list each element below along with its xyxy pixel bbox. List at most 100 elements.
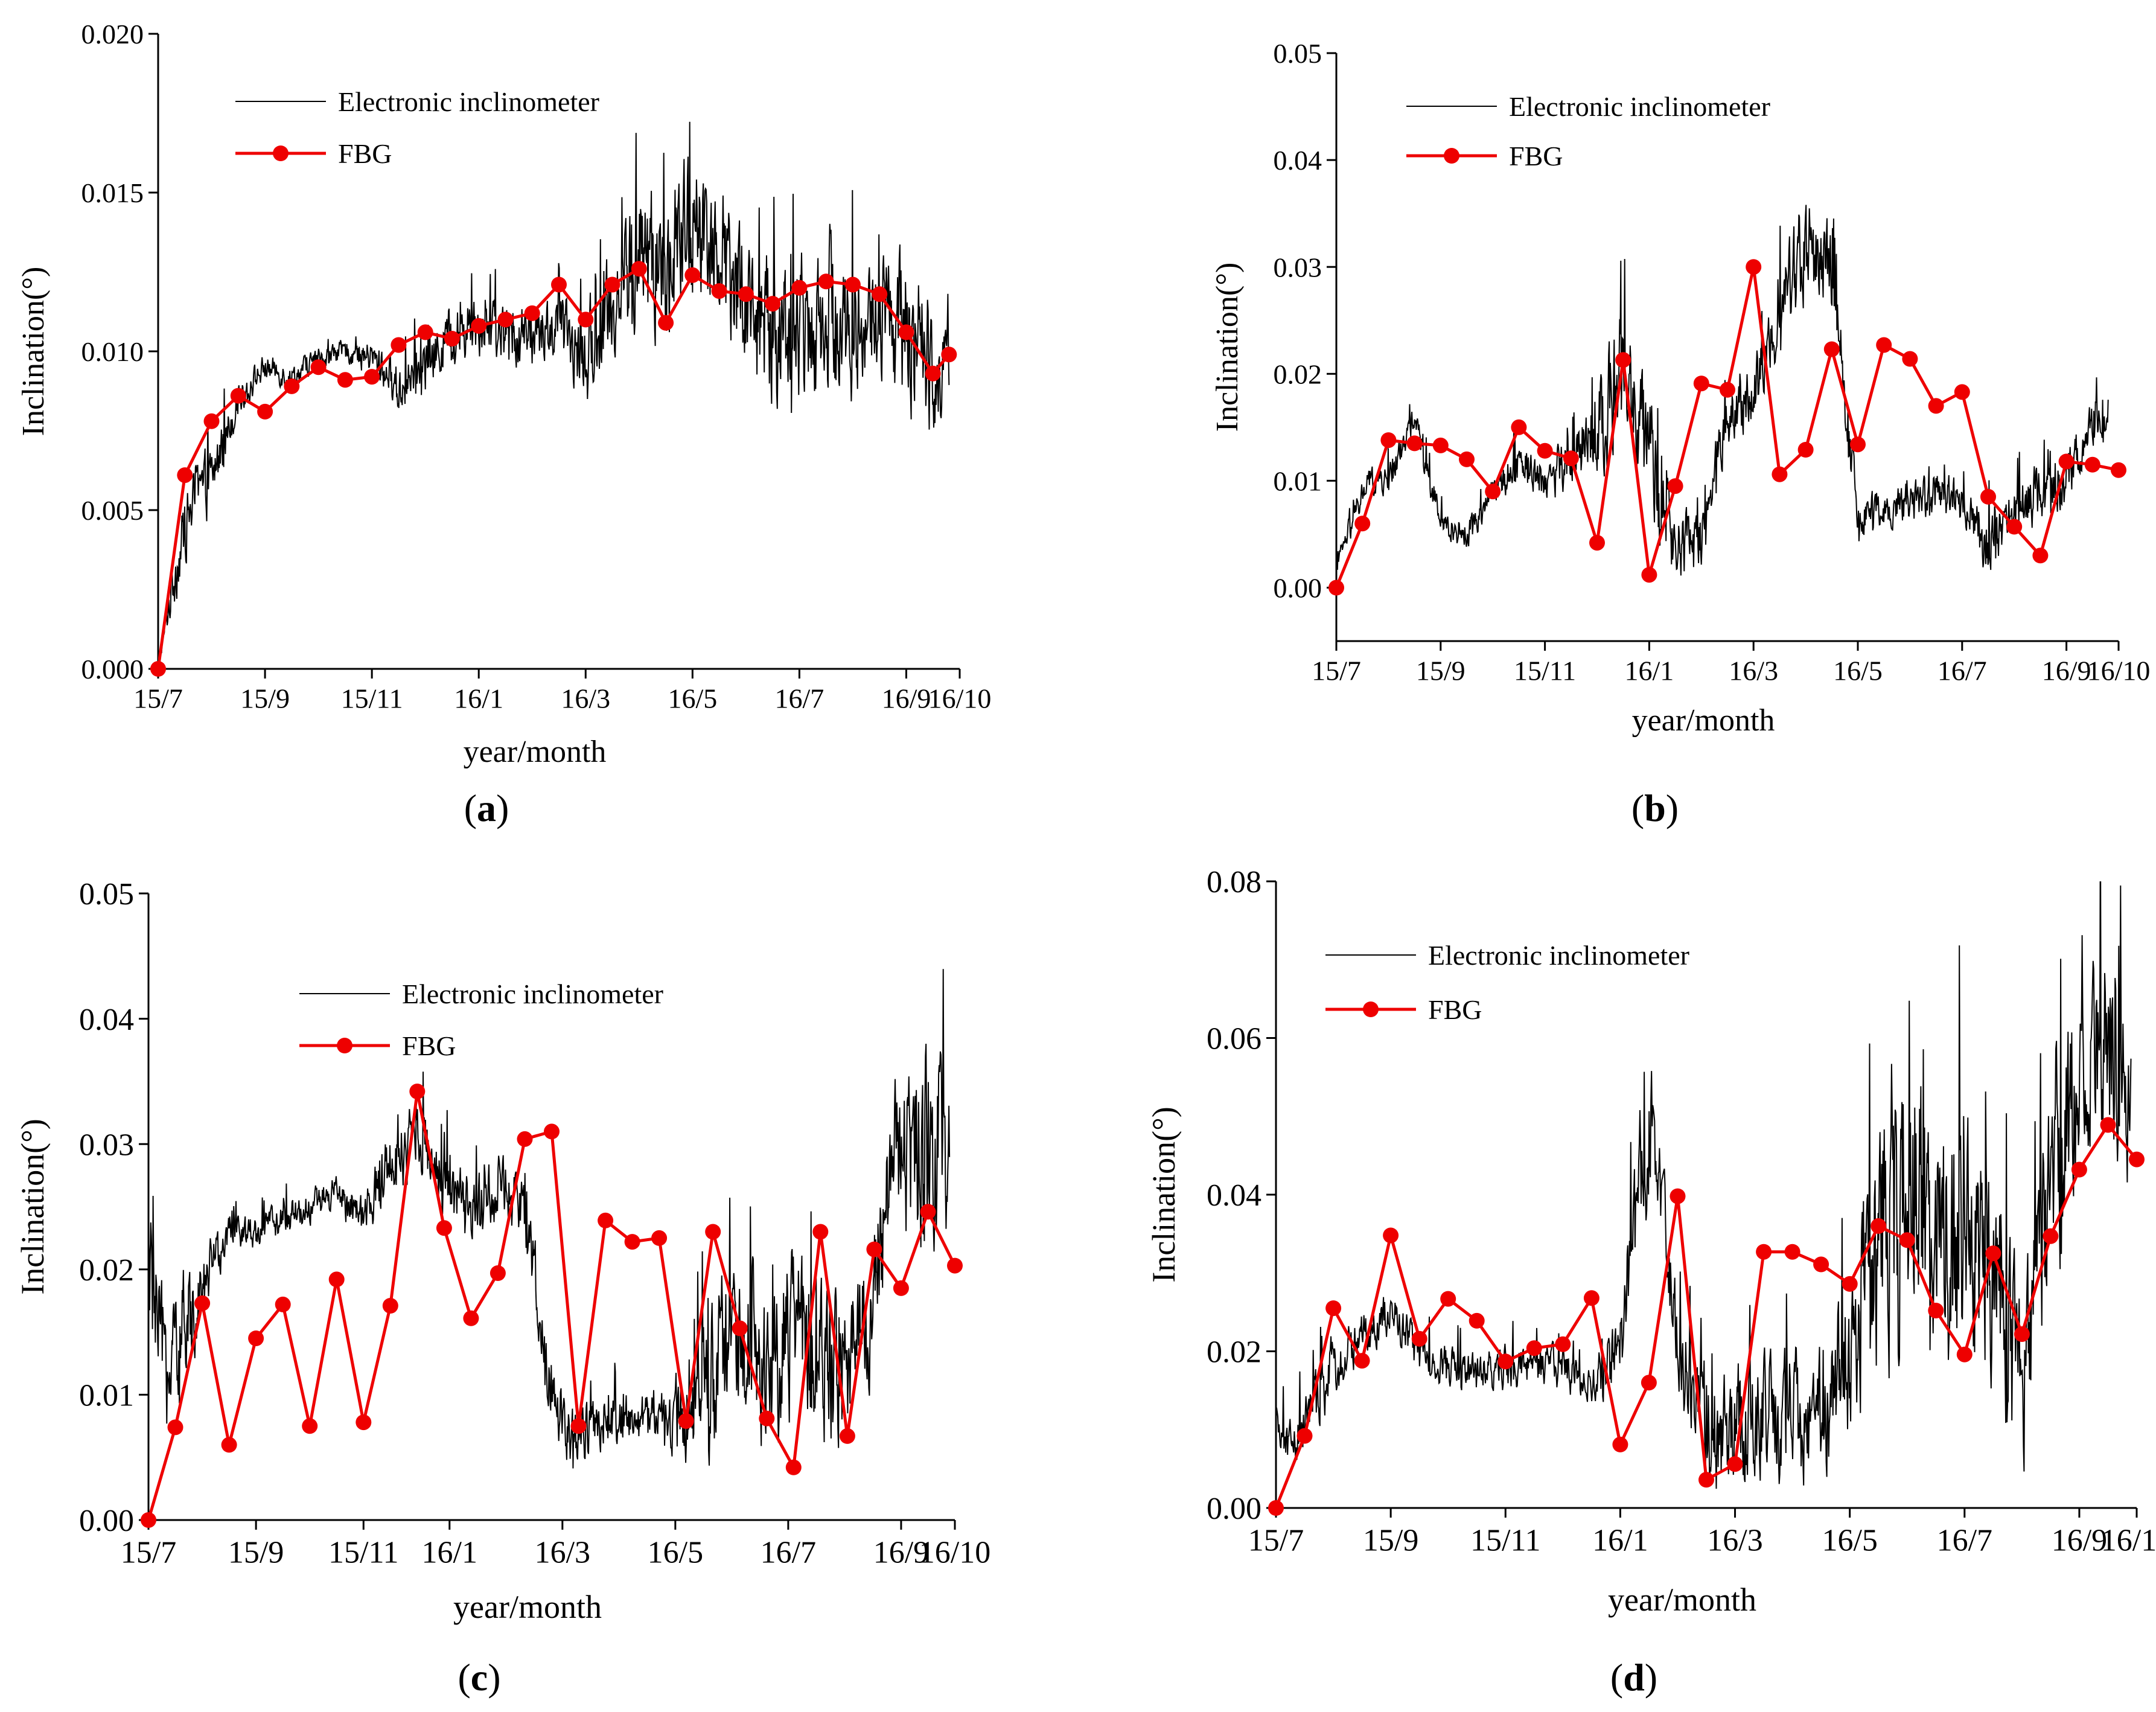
x-tick-label: 16/9 xyxy=(882,683,931,714)
x-tick-label: 16/10 xyxy=(2101,1524,2156,1558)
x-tick-label: 15/9 xyxy=(1416,655,1466,686)
fbg-point xyxy=(551,276,567,293)
panel-label: (c) xyxy=(458,1656,500,1699)
y-tick-label: 0.02 xyxy=(1274,359,1322,389)
fbg-point xyxy=(203,413,220,429)
fbg-point xyxy=(1772,466,1788,482)
fbg-point xyxy=(1583,1290,1599,1306)
fbg-point xyxy=(2071,1161,2087,1178)
x-tick-label: 15/7 xyxy=(133,683,183,714)
x-tick-label: 16/10 xyxy=(919,1536,990,1570)
x-tick-label: 16/3 xyxy=(1729,655,1778,686)
fbg-point xyxy=(1797,442,1814,458)
y-tick-label: 0.01 xyxy=(79,1379,134,1413)
chart-panel-d: 0.00 0.02 0.04 0.06 0.08 15/7 15/9 15/11 16/1 16/… xyxy=(1146,865,2156,1699)
fbg-point xyxy=(150,661,166,677)
fbg-point xyxy=(604,276,620,293)
legend-marker-fbg xyxy=(273,145,289,161)
fbg-point xyxy=(898,324,914,340)
legend-label-fbg: FBG xyxy=(1428,994,1482,1025)
legend-label-electronic: Electronic inclinometer xyxy=(402,979,663,1009)
fbg-point xyxy=(275,1296,291,1312)
fbg-point xyxy=(364,369,380,385)
y-tick-label: 0.05 xyxy=(79,877,134,912)
fbg-point xyxy=(759,1410,775,1426)
legend-label-fbg: FBG xyxy=(1509,141,1563,171)
fbg-point xyxy=(738,286,754,302)
fbg-point xyxy=(524,305,540,321)
x-tick-label: 15/9 xyxy=(228,1536,284,1570)
fbg-point xyxy=(893,1280,909,1296)
fbg-point xyxy=(1693,375,1709,392)
y-tick-label: 0.08 xyxy=(1207,865,1261,899)
x-tick-label: 16/3 xyxy=(535,1536,590,1570)
y-tick-label: 0.04 xyxy=(1207,1178,1261,1213)
x-tick-label: 16/1 xyxy=(422,1536,477,1570)
legend-label-fbg: FBG xyxy=(338,138,392,169)
fbg-point xyxy=(463,1310,479,1326)
fbg-point xyxy=(302,1418,318,1434)
fbg-point xyxy=(624,1234,640,1250)
y-axis-title: Inclination(°) xyxy=(1146,1107,1182,1283)
panel-label: (a) xyxy=(464,787,509,829)
fbg-point xyxy=(167,1419,183,1436)
y-tick-label: 0.00 xyxy=(79,1504,134,1538)
fbg-point xyxy=(1641,1375,1657,1391)
y-tick-label: 0.020 xyxy=(81,19,144,50)
x-tick-label: 15/7 xyxy=(1248,1524,1304,1558)
fbg-point xyxy=(711,283,727,299)
legend: Electronic inclinometer FBG xyxy=(299,979,663,1061)
x-tick-label: 16/7 xyxy=(1938,655,1987,686)
fbg-point xyxy=(1746,259,1762,275)
fbg-point xyxy=(230,388,246,404)
fbg-point xyxy=(544,1123,560,1140)
y-tick-label: 0.010 xyxy=(81,336,144,367)
fbg-point xyxy=(1526,1340,1542,1356)
fbg-point xyxy=(2058,453,2075,470)
legend: Electronic inclinometer FBG xyxy=(1325,940,1689,1025)
x-tick-label: 15/11 xyxy=(1514,655,1576,686)
fbg-point xyxy=(1727,1456,1743,1472)
legend-label-electronic: Electronic inclinometer xyxy=(1509,91,1770,122)
fbg-point xyxy=(578,311,594,328)
fbg-point xyxy=(1537,442,1553,459)
fbg-point xyxy=(1954,384,1970,400)
x-tick-label: 16/9 xyxy=(2052,1524,2107,1558)
fbg-point xyxy=(1823,341,1840,357)
fbg-point xyxy=(1641,567,1657,583)
y-tick-label: 0.02 xyxy=(79,1253,134,1288)
x-axis-title: year/month xyxy=(453,1589,602,1625)
legend-marker-fbg xyxy=(337,1038,352,1053)
fbg-point xyxy=(444,331,460,347)
fbg-point xyxy=(1406,435,1423,452)
fbg-point xyxy=(818,273,834,290)
fbg-point xyxy=(382,1298,398,1314)
fbg-point xyxy=(1670,1188,1686,1204)
fbg-point xyxy=(1871,1218,1887,1234)
fbg-point xyxy=(765,296,781,312)
fbg-point xyxy=(328,1271,345,1288)
y-tick-label: 0.04 xyxy=(1274,145,1322,176)
fbg-point xyxy=(791,279,808,296)
x-tick-label: 16/10 xyxy=(2087,655,2151,686)
fbg-point xyxy=(497,311,514,328)
x-tick-label: 16/7 xyxy=(1937,1524,1992,1558)
y-axis-title: Inclination(°) xyxy=(16,267,51,436)
fbg-point xyxy=(1756,1244,1772,1260)
y-axis-title: Inclination(°) xyxy=(1210,263,1245,432)
fbg-point xyxy=(1876,337,1892,353)
x-axis-title: year/month xyxy=(1608,1582,1756,1618)
fbg-point xyxy=(1383,1227,1399,1244)
fbg-point xyxy=(1511,419,1527,435)
fbg-point xyxy=(1354,516,1371,532)
fbg-point xyxy=(1667,478,1683,494)
panel-label: (d) xyxy=(1610,1656,1657,1699)
x-tick-label: 15/9 xyxy=(240,683,290,714)
fbg-point xyxy=(872,286,888,302)
fbg-point xyxy=(2014,1326,2030,1342)
fbg-point xyxy=(705,1224,721,1240)
fbg-point xyxy=(1813,1256,1829,1273)
x-tick-label: 16/5 xyxy=(648,1536,703,1570)
fbg-point xyxy=(284,378,300,394)
y-tick-label: 0.015 xyxy=(81,177,144,208)
